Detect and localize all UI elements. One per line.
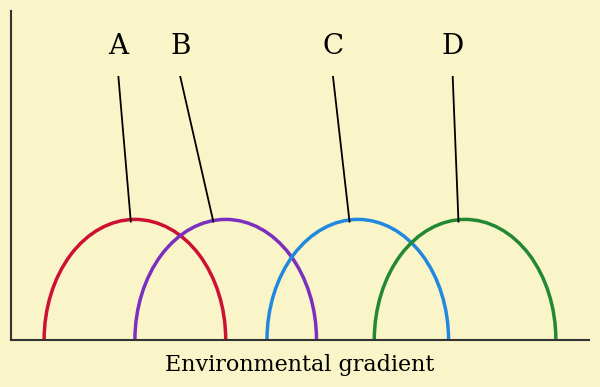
Text: A: A	[109, 33, 128, 60]
Text: C: C	[322, 33, 344, 60]
Text: D: D	[442, 33, 464, 60]
X-axis label: Environmental gradient: Environmental gradient	[166, 354, 434, 376]
Text: B: B	[170, 33, 191, 60]
